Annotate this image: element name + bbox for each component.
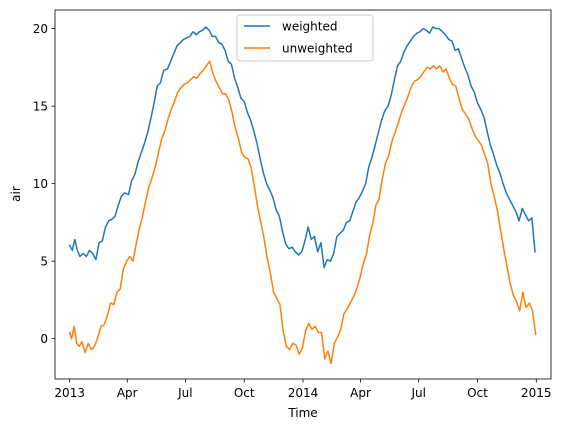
x-tick-label: 2015 <box>521 386 552 400</box>
y-tick-label: 5 <box>40 254 48 268</box>
y-axis-ticks: 0 5 10 15 20 <box>33 22 55 346</box>
x-axis-label: Time <box>287 406 317 420</box>
legend-label-unweighted: unweighted <box>282 41 353 55</box>
y-tick-label: 15 <box>33 99 48 113</box>
y-axis-label: air <box>9 186 23 202</box>
series-layer <box>68 26 537 365</box>
x-tick-label: 2014 <box>288 386 319 400</box>
legend-box <box>236 14 374 62</box>
y-tick-label: 10 <box>33 177 48 191</box>
legend: weighted unweighted <box>236 14 374 62</box>
plot-area <box>55 10 551 379</box>
legend-label-weighted: weighted <box>282 19 337 33</box>
x-tick-label: Apr <box>350 386 371 400</box>
x-tick-label: Oct <box>234 386 255 400</box>
x-tick-label: Jul <box>410 386 425 400</box>
x-tick-label: Jul <box>177 386 192 400</box>
series-line-unweighted <box>68 60 537 365</box>
x-tick-label: Oct <box>467 386 488 400</box>
y-tick-label: 0 <box>40 332 48 346</box>
x-axis-ticks: 2013 Apr Jul Oct 2014 Apr Jul Oct 2015 <box>54 379 552 400</box>
y-tick-label: 20 <box>33 22 48 36</box>
series-line-weighted <box>68 26 536 269</box>
x-tick-label: Apr <box>117 386 138 400</box>
x-tick-label: 2013 <box>54 386 85 400</box>
